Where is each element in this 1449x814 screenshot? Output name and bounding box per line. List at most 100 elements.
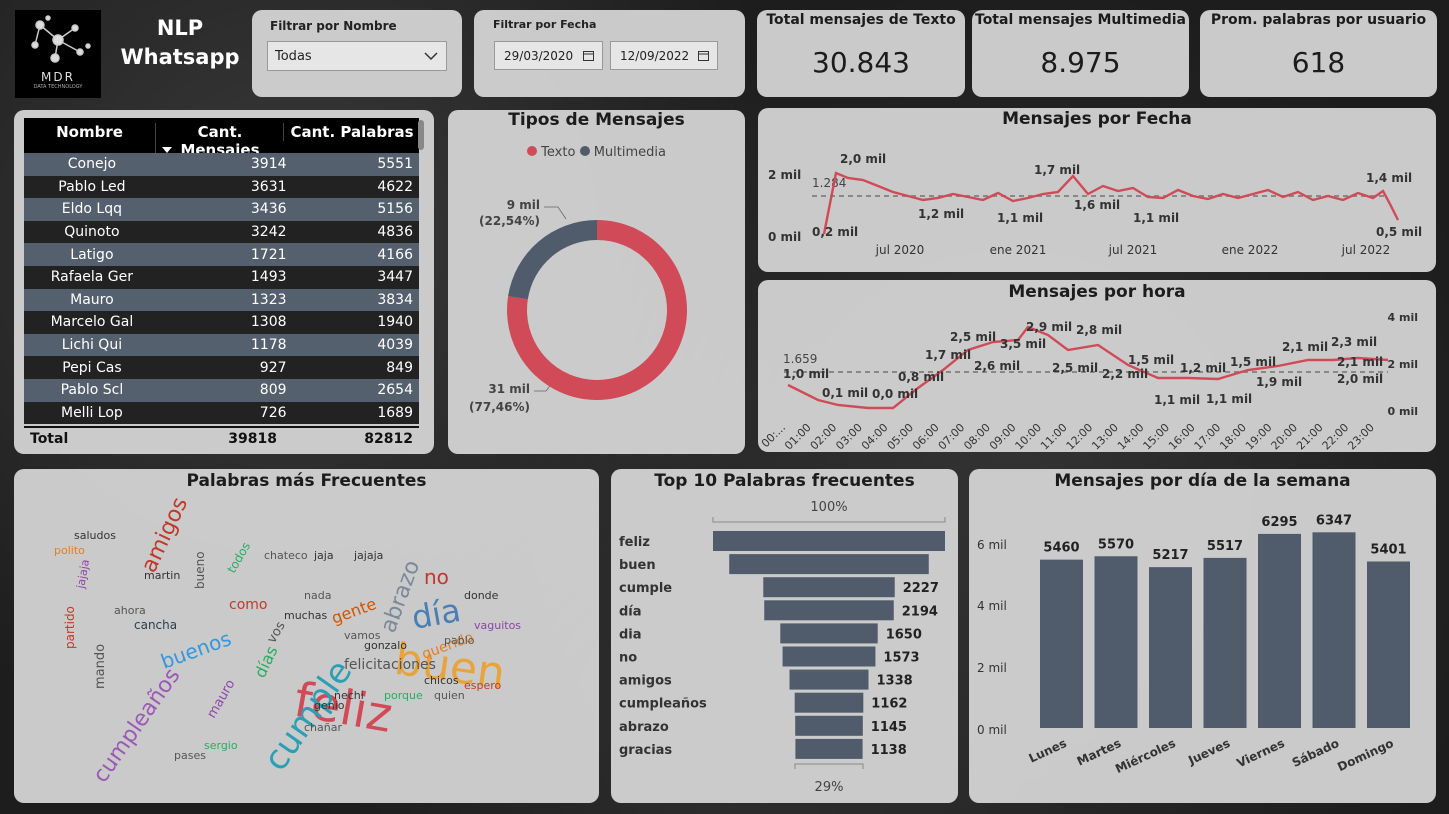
x-tick: jul 2022 (1341, 243, 1391, 257)
data-label: 3,5 mil (1000, 337, 1046, 351)
funnel-bar[interactable] (794, 692, 864, 713)
weekday-bar[interactable] (1203, 557, 1247, 728)
kpi-multimedia-title: Total mensajes Multimedia (975, 12, 1186, 28)
funnel-bar[interactable] (795, 715, 863, 736)
table-row[interactable]: Pepi Cas 927 849 (24, 356, 419, 379)
weekday-bar[interactable] (1258, 533, 1301, 728)
cell-mensajes: 3436 (250, 201, 287, 218)
y-tick: 0 mil (977, 723, 1007, 737)
logo-text: MDR (41, 70, 75, 84)
funnel-word-label: gracias (619, 743, 672, 758)
x-tick: 16:00 (1166, 421, 1198, 452)
funnel-bar[interactable] (795, 738, 863, 759)
funnel-bar[interactable] (789, 669, 869, 690)
column-header-mensajes-label: Cant. Mensajes (180, 123, 260, 159)
data-label: 1,5 mil (1230, 355, 1276, 369)
table-row[interactable]: Pablo Led 3631 4622 (24, 175, 419, 199)
x-tick: ene 2022 (1222, 243, 1279, 257)
cell-mensajes: 3631 (250, 178, 287, 195)
word: amigos (137, 494, 193, 577)
x-tick: Viernes (1235, 736, 1287, 770)
legend-texto[interactable]: Texto (541, 145, 576, 160)
cell-nombre: Melli Lop (60, 404, 123, 421)
table-row[interactable]: Marcelo Gal 1308 1940 (24, 311, 419, 334)
cell-mensajes: 1178 (250, 337, 287, 354)
hora-chart[interactable]: 4 mil 2 mil 0 mil 1.659 1,0 mil 0,1 mil … (758, 280, 1436, 452)
funnel-bar[interactable] (782, 646, 876, 667)
table-row[interactable]: Latigo 1721 4166 (24, 243, 419, 266)
kpi-text-value: 30.843 (812, 46, 910, 79)
donut-slice-multimedia[interactable] (508, 220, 597, 300)
data-label: 1,7 mil (925, 348, 971, 362)
names-table-card: Nombre Cant. Mensajes Cant. Palabras Con… (14, 110, 434, 454)
word: vaguitos (474, 619, 521, 632)
column-header-palabras[interactable]: Cant. Palabras (283, 123, 420, 141)
kpi-text-card: Total mensajes de Texto 30.843 (757, 10, 965, 97)
word: saludos (74, 529, 116, 542)
donut-chart[interactable]: 9 mil (22,54%) 31 mil (77,46%) (448, 110, 745, 454)
x-tick: 09:00 (987, 421, 1019, 452)
word: bueno (193, 551, 207, 589)
y-tick: 4 mil (1388, 311, 1419, 324)
data-label: 2,8 mil (1076, 323, 1122, 337)
weekday-bar[interactable] (1040, 559, 1083, 728)
data-label: 2,1 mil (1337, 355, 1383, 369)
legend-multimedia[interactable]: Multimedia (593, 145, 666, 160)
word: no (424, 565, 449, 589)
x-tick: 11:00 (1038, 421, 1070, 452)
word: pases (174, 749, 206, 762)
table-row[interactable]: Rafaela Ger 1493 3447 (24, 265, 419, 289)
word: genio (314, 699, 345, 712)
cell-palabras: 4836 (377, 224, 413, 241)
weekday-bar[interactable] (1312, 532, 1356, 728)
date-end-input[interactable]: 12/09/2022 (610, 41, 718, 70)
cell-nombre: Marcelo Gal (50, 314, 134, 331)
bar-value-label: 5217 (1152, 548, 1188, 563)
weekday-chart-title: Mensajes por día de la semana (1054, 471, 1351, 491)
weekday-bar[interactable] (1367, 561, 1410, 728)
table-row[interactable]: Lichi Qui 1178 4039 (24, 333, 419, 357)
cell-mensajes: 927 (259, 359, 287, 376)
table-row[interactable]: Quinoto 3242 4836 (24, 220, 419, 244)
funnel-bar[interactable] (729, 554, 929, 575)
wordcloud[interactable]: feliz buen cumple día cumpleaños amigos … (14, 469, 599, 803)
wordcloud-card: Palabras más Frecuentes feliz buen cumpl… (14, 469, 599, 803)
data-label: 0,0 mil (872, 387, 918, 401)
column-header-mensajes[interactable]: Cant. Mensajes (155, 123, 284, 159)
word: donde (464, 589, 499, 602)
filter-name-dropdown[interactable]: Todas (267, 41, 447, 71)
funnel-title: Top 10 Palabras frecuentes (654, 471, 915, 491)
data-label: 1,1 mil (1206, 392, 1252, 406)
table-scrollbar[interactable] (418, 120, 424, 150)
word: martin (144, 569, 180, 582)
fecha-chart[interactable]: 2 mil 0 mil 1.284 0,2 mil 2,0 mil 1,2 mi… (758, 108, 1436, 272)
weekday-chart[interactable]: 6 mil 4 mil 2 mil 0 mil 5460Lunes5570Mar… (969, 469, 1436, 803)
funnel-chart[interactable]: 100% 29% feliz buen cumple 2227 día 2194 dia 16… (611, 469, 958, 803)
word: gente (329, 594, 379, 628)
funnel-value-label: 1138 (871, 743, 907, 758)
date-start-input[interactable]: 29/03/2020 (494, 41, 603, 70)
funnel-bar[interactable] (763, 577, 895, 598)
column-header-nombre[interactable]: Nombre (56, 123, 123, 141)
table-row[interactable]: Conejo 3914 5551 (24, 153, 419, 176)
x-tick: 01:00 (782, 421, 814, 452)
weekday-bar[interactable] (1149, 567, 1192, 728)
funnel-bar[interactable] (713, 531, 945, 551)
table-row[interactable]: Eldo Lqq 3436 5156 (24, 198, 419, 221)
funnel-value-label: 1573 (883, 651, 919, 666)
word: nada (304, 589, 331, 602)
table-row[interactable]: Mauro 1323 3834 (24, 288, 419, 312)
cell-palabras: 4166 (377, 246, 413, 263)
x-tick: ene 2021 (990, 243, 1047, 257)
funnel-bar[interactable] (764, 600, 894, 621)
table-row[interactable]: Pablo Scl 809 2654 (24, 378, 419, 402)
funnel-bar[interactable] (780, 623, 878, 644)
x-tick: Lunes (1027, 736, 1069, 766)
funnel-bottom-pct: 29% (815, 780, 844, 795)
funnel-word-label: cumpleaños (619, 697, 707, 712)
weekday-bar[interactable] (1094, 556, 1138, 728)
data-label: 2,3 mil (1331, 335, 1377, 349)
data-label: 2,2 mil (1102, 367, 1148, 381)
bar-value-label: 5401 (1370, 542, 1406, 557)
table-row[interactable]: Melli Lop 726 1689 (24, 401, 419, 425)
